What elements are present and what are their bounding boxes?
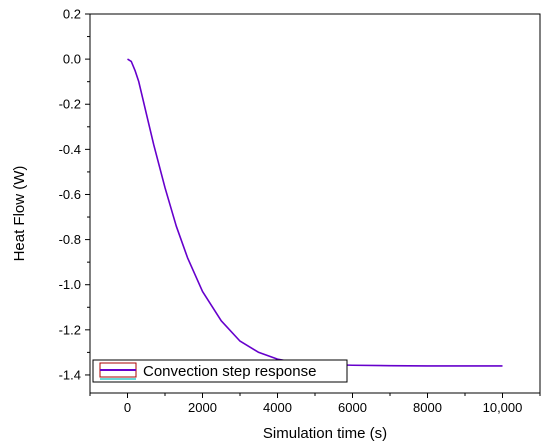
series-group [127, 58, 503, 367]
x-tick-label: 4000 [263, 400, 292, 415]
legend-box [92, 359, 348, 383]
legend-label: Convection step response [143, 363, 316, 380]
y-tick-label: -0.8 [59, 232, 81, 247]
plot-area-frame [89, 13, 541, 394]
x-tick-label: 6000 [338, 400, 367, 415]
y-tick-label: -0.6 [59, 187, 81, 202]
series-line [127, 58, 503, 367]
y-tick-label: 0.0 [63, 52, 81, 67]
x-tick-label: 8000 [413, 400, 442, 415]
y-tick-label: -0.2 [59, 97, 81, 112]
axes-frame [89, 13, 541, 394]
y-axis-ticks: 0.2 0.0 -0.2 -0.4 -0.6 -0.8 -1.0 -1.2 -1.4 [59, 7, 90, 382]
y-tick-label: 0.2 [63, 7, 81, 22]
y-tick-label: -1.0 [59, 277, 81, 292]
y-tick-label: -1.2 [59, 322, 81, 337]
y-tick-label: -1.4 [59, 367, 81, 382]
y-axis-title: Heat Flow (W) [11, 166, 28, 262]
y-tick-label: -0.4 [59, 142, 81, 157]
legend: Convection step response [92, 359, 348, 383]
x-tick-label: 2000 [188, 400, 217, 415]
x-axis-title: Simulation time (s) [263, 425, 387, 442]
x-tick-label: 10,000 [483, 400, 523, 415]
x-tick-label: 0 [124, 400, 131, 415]
x-axis-ticks: 0 2000 4000 6000 8000 10,000 [89, 393, 541, 415]
